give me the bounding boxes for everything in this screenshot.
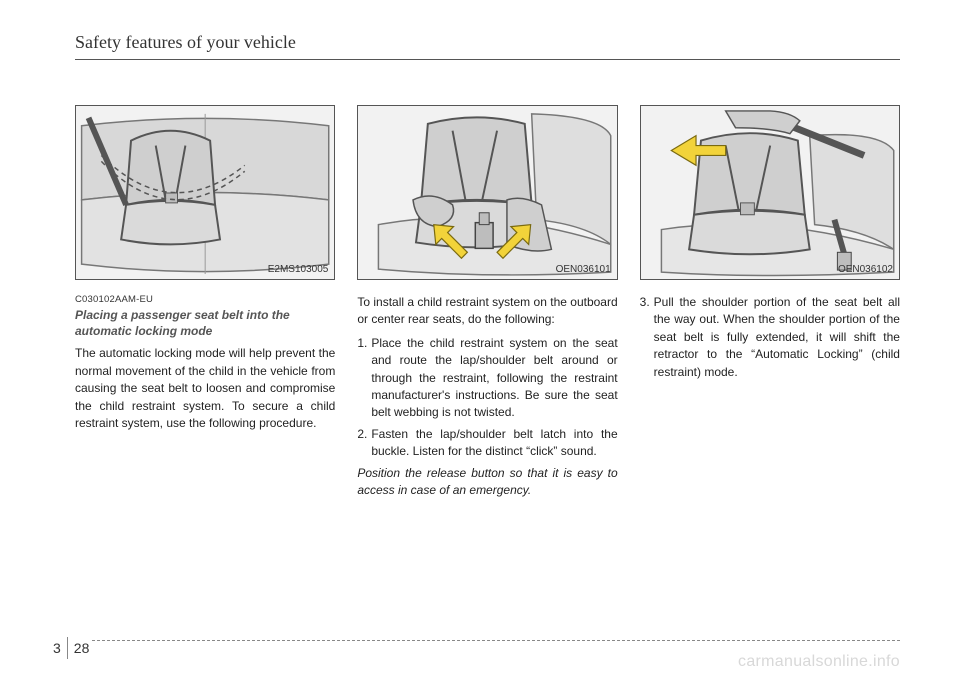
figure-1-code: E2MS103005: [268, 264, 329, 275]
list-body: Place the child restraint system on the …: [371, 335, 617, 422]
list-item: 3. Pull the shoulder portion of the seat…: [640, 294, 900, 381]
list-item: 2. Fasten the lap/shoulder belt latch in…: [357, 426, 617, 461]
page-header: Safety features of your vehicle: [75, 32, 900, 60]
subheading: Placing a passenger seat belt into the a…: [75, 307, 335, 339]
list-number: 3.: [640, 294, 654, 381]
figure-2-code: OEN036101: [556, 264, 611, 275]
section-title: Safety features of your vehicle: [75, 32, 900, 57]
page-number: 28: [68, 637, 90, 659]
list-number: 2.: [357, 426, 371, 461]
content-columns: E2MS103005 C030102AAM-EU Placing a passe…: [75, 105, 900, 499]
column-3: OEN036102 3. Pull the shoulder portion o…: [640, 105, 900, 499]
page-footer: 3 28: [53, 635, 89, 659]
figure-1: E2MS103005: [75, 105, 335, 280]
figure-3-code: OEN036102: [838, 264, 893, 275]
child-seat-rear-bench-icon: [76, 106, 334, 279]
intro-paragraph: To install a child restraint system on t…: [357, 294, 617, 329]
child-seat-pull-belt-icon: [641, 106, 899, 279]
italic-note: Position the release button so that it i…: [357, 465, 617, 500]
ordered-list: 1. Place the child restraint system on t…: [357, 335, 617, 465]
column-1: E2MS103005 C030102AAM-EU Placing a passe…: [75, 105, 335, 499]
watermark: carmanualsonline.info: [738, 653, 900, 671]
chapter-number: 3: [53, 637, 68, 659]
ordered-list-continued: 3. Pull the shoulder portion of the seat…: [640, 294, 900, 385]
manual-page: Safety features of your vehicle: [0, 0, 960, 689]
figure-3: OEN036102: [640, 105, 900, 280]
list-number: 1.: [357, 335, 371, 422]
footer-dashed-rule: [92, 640, 900, 641]
list-item: 1. Place the child restraint system on t…: [357, 335, 617, 422]
list-body: Pull the shoulder portion of the seat be…: [654, 294, 900, 381]
list-body: Fasten the lap/shoulder belt latch into …: [371, 426, 617, 461]
figure-2: OEN036101: [357, 105, 617, 280]
header-rule: [75, 59, 900, 60]
body-paragraph: The automatic locking mode will help pre…: [75, 345, 335, 432]
column-2: OEN036101 To install a child restraint s…: [357, 105, 617, 499]
paragraph-code: C030102AAM-EU: [75, 294, 335, 305]
child-seat-buckle-icon: [358, 106, 616, 279]
